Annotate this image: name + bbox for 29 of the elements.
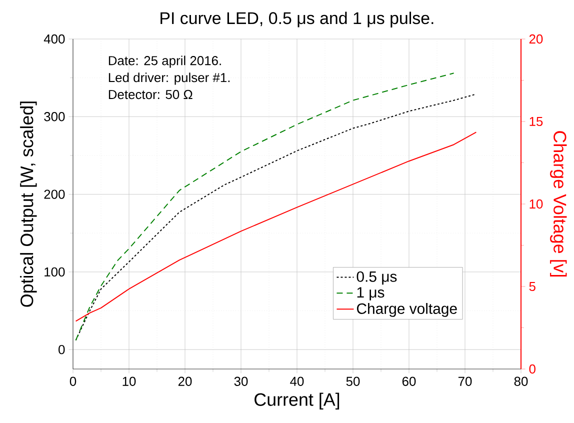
y-tick-label: 0 [58, 345, 65, 354]
x-tick-label: 70 [458, 376, 472, 386]
x-tick-label: 80 [514, 376, 528, 386]
y-tick-label: 100 [44, 267, 65, 277]
legend-label: 1 μs [357, 287, 384, 300]
y2-tick-label: 5 [529, 282, 536, 292]
x-tick-label: 0 [70, 376, 76, 386]
annotation: Led driver: pulser #1. [108, 72, 230, 85]
x-tick-label: 40 [290, 376, 304, 386]
x-tick-label: 20 [178, 376, 192, 386]
legend-label: 0.5 μs [356, 271, 397, 285]
annotation: Date: 25 april 2016. [108, 56, 221, 68]
x-tick-label: 50 [346, 376, 360, 386]
y2-tick-label: 20 [529, 34, 543, 44]
x-tick-label: 60 [402, 376, 416, 386]
chart-title: PI curve LED, 0.5 μs and 1 μs pulse. [160, 12, 434, 28]
y-tick-label: 400 [44, 34, 65, 44]
y-axis-title: Optical Output [W, scaled] [20, 102, 37, 307]
x-axis-title: Current [A] [254, 392, 340, 410]
x-tick-label: 10 [122, 376, 136, 386]
y2-axis-title: Charge Voltage [v] [550, 131, 567, 276]
y2-tick-label: 15 [530, 116, 543, 126]
legend-label: Charge voltage [356, 302, 457, 317]
y2-tick-label: 10 [530, 199, 543, 209]
y2-tick-label: 0 [529, 364, 536, 374]
annotation: Detector: 50 Ω [108, 90, 192, 100]
y-tick-label: 300 [44, 112, 65, 122]
x-tick-label: 30 [234, 376, 248, 386]
y-tick-label: 200 [44, 190, 65, 199]
